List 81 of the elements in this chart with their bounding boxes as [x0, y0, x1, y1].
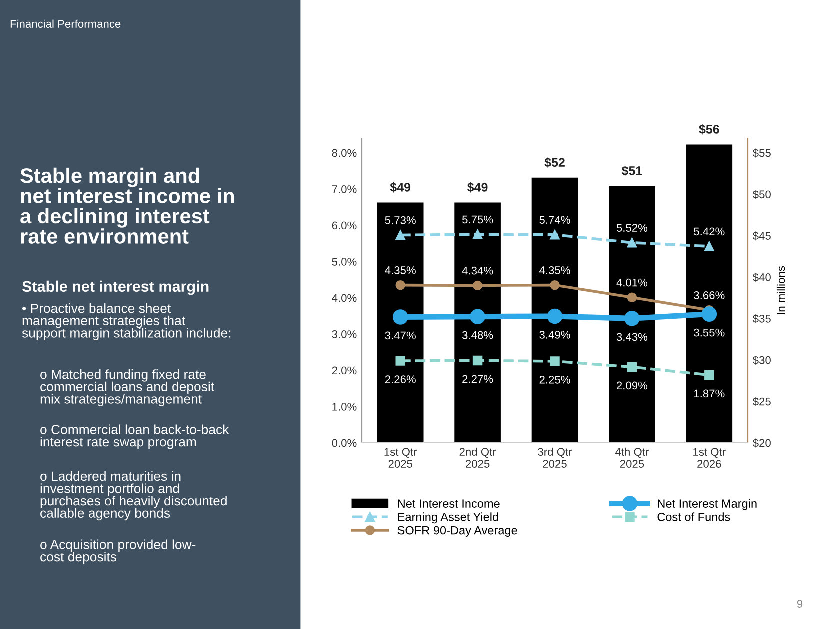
text: 9 [797, 600, 803, 608]
y2-axis-title: In millions [776, 266, 786, 314]
point [704, 242, 714, 252]
y-tick-label: 2.0% [332, 366, 357, 375]
point [550, 356, 560, 366]
point [627, 238, 638, 248]
data-label: 3.55% [694, 328, 725, 337]
x-tick-label: 1st Qtr 2026 [694, 448, 726, 468]
y2-tick-label: $20 [752, 438, 771, 448]
text: o Commercial loan back-to-back interest rate swap program [40, 424, 230, 450]
data-label: 4.01% [616, 278, 648, 287]
point [550, 280, 560, 290]
data-label: $56 [699, 124, 720, 135]
y-tick-label: 5.0% [332, 258, 357, 266]
x-tick-label: 2nd Qtr 2025 [460, 448, 496, 468]
legend-label: SOFR 90-Day Average [398, 526, 518, 538]
point [550, 230, 560, 240]
data-label: 3.49% [540, 331, 570, 339]
data-label: 5.52% [616, 224, 648, 232]
point [470, 309, 486, 324]
point [624, 311, 640, 326]
data-label: 3.66% [694, 292, 725, 300]
point [396, 356, 406, 366]
y-tick-label: 6.0% [332, 222, 357, 230]
point [392, 310, 408, 325]
data-label: 2.09% [617, 382, 648, 390]
x-tick-label: 3rd Qtr 2025 [538, 448, 572, 468]
point [627, 292, 638, 302]
data-label: 5.75% [462, 216, 494, 224]
data-label: 4.34% [462, 266, 494, 275]
point [472, 356, 483, 366]
point [704, 370, 714, 380]
point [547, 308, 563, 324]
point [472, 230, 483, 240]
y2-tick-label: $45 [752, 232, 771, 241]
y2-tick-label: $25 [752, 397, 771, 406]
y-tick-label: 0.0% [332, 439, 357, 448]
data-label: 4.35% [385, 266, 416, 274]
y2-tick-label: $35 [752, 314, 771, 324]
data-label: 2.25% [540, 376, 570, 384]
legend-label: Cost of Funds [658, 512, 730, 522]
text: o Laddered maturities in investment portfolio and purchases of heavily discounted callable agency bonds [40, 471, 227, 521]
point [702, 306, 718, 322]
data-label: 2.26% [385, 376, 416, 384]
point [396, 230, 406, 240]
point [627, 362, 638, 372]
data-label: 3.48% [462, 331, 494, 340]
x-tick-label: 1st Qtr 2025 [384, 448, 418, 468]
data-label: 5.42% [694, 228, 725, 236]
y2-tick-label: $55 [752, 148, 771, 158]
y-tick-label: 1.0% [332, 403, 357, 411]
data-label: $52 [544, 158, 565, 168]
text: Stable net interest margin [22, 280, 209, 296]
point [472, 280, 483, 291]
data-label: 4.35% [540, 266, 570, 274]
data-label: 3.47% [385, 332, 416, 340]
y-tick-label: 4.0% [332, 294, 357, 302]
data-label: 1.87% [694, 390, 725, 398]
legend-label: Net Interest Margin [658, 499, 757, 510]
point [396, 280, 406, 290]
data-label: $51 [622, 166, 642, 176]
text: o Matched funding fixed rate commercial loans and deposit mix strategies/management [40, 370, 214, 406]
data-label: $49 [390, 182, 411, 193]
y2-tick-label: $30 [752, 356, 771, 365]
y-tick-label: 3.0% [332, 330, 357, 338]
y2-tick-label: $40 [752, 273, 771, 282]
y-tick-label: 7.0% [332, 186, 357, 194]
text: Financial Performance [10, 20, 121, 28]
data-label: 5.74% [540, 216, 570, 224]
x-tick-label: 4th Qtr 2025 [615, 448, 649, 468]
data-label: $49 [468, 182, 488, 193]
legend-label: Net Interest Income [398, 500, 500, 508]
y2-tick-label: $50 [752, 190, 771, 200]
data-label: 2.27% [462, 375, 494, 384]
text: • Proactive balance sheet management strategies that support margin stabilization include: [22, 304, 231, 340]
text: o Acquisition provided low- cost deposits [40, 540, 196, 564]
text: Stable margin and net interest income in a declining interest rate environment [20, 168, 234, 244]
data-label: 3.43% [616, 333, 648, 342]
data-label: 5.73% [385, 216, 416, 224]
y-tick-label: 8.0% [332, 149, 357, 158]
legend-label: Earning Asset Yield [398, 512, 498, 524]
